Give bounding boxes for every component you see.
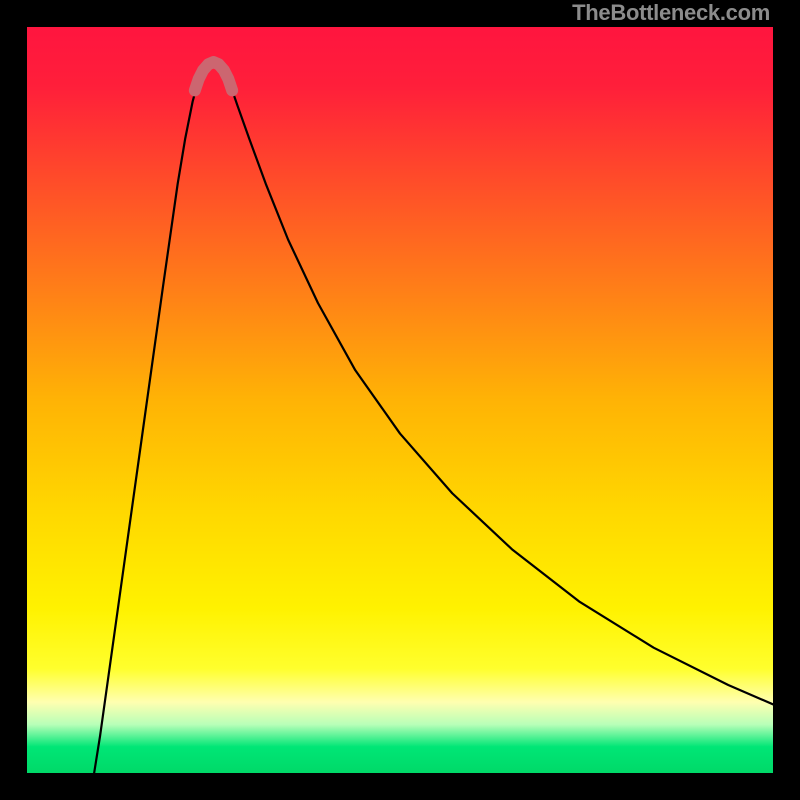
optimal-zone-highlight bbox=[195, 62, 232, 90]
curve-left-branch bbox=[94, 79, 198, 773]
chart-frame: TheBottleneck.com bbox=[0, 0, 800, 800]
watermark-text: TheBottleneck.com bbox=[572, 0, 770, 26]
curve-right-branch bbox=[228, 79, 773, 704]
plot-area bbox=[27, 27, 773, 773]
curve-layer bbox=[27, 27, 773, 773]
